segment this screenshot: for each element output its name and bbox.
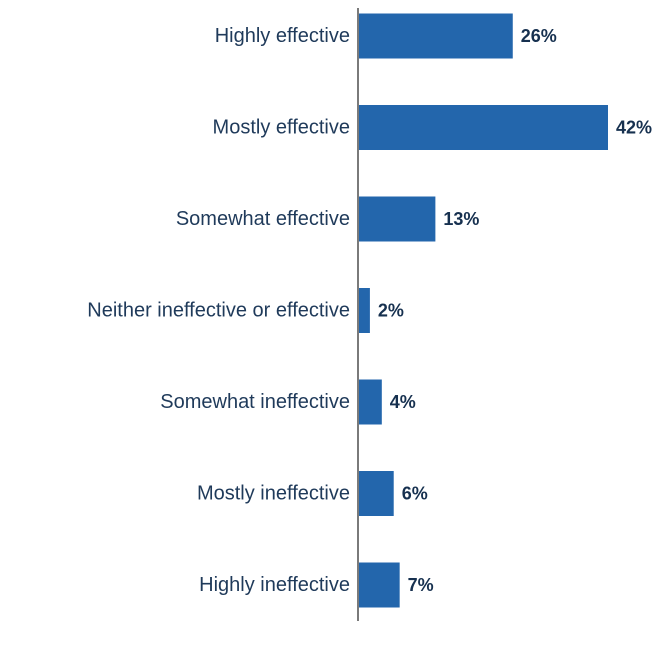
category-label-1: Mostly effective	[213, 117, 350, 139]
bar-3	[358, 288, 370, 333]
bar-1	[358, 105, 608, 150]
value-label-1: 42%	[616, 118, 652, 138]
category-label-5: Mostly ineffective	[197, 483, 350, 505]
value-label-3: 2%	[378, 301, 404, 321]
category-label-3: Neither ineffective or effective	[87, 300, 350, 322]
bar-0	[358, 13, 513, 59]
bar-6	[358, 562, 400, 608]
bar-4	[358, 379, 382, 425]
bars-layer	[358, 13, 608, 608]
category-label-4: Somewhat ineffective	[160, 391, 350, 413]
value-label-2: 13%	[443, 209, 479, 229]
labels-layer: Highly effective 26% Mostly effective 42% So…	[87, 25, 652, 596]
category-label-6: Highly ineffective	[199, 574, 350, 596]
category-label-2: Somewhat effective	[176, 208, 350, 230]
bar-2	[358, 196, 436, 242]
value-label-0: 26%	[521, 26, 557, 46]
bar-5	[358, 471, 394, 516]
value-label-6: 7%	[408, 575, 434, 595]
category-label-0: Highly effective	[215, 25, 350, 47]
value-label-4: 4%	[390, 392, 416, 412]
value-label-5: 6%	[402, 484, 428, 504]
